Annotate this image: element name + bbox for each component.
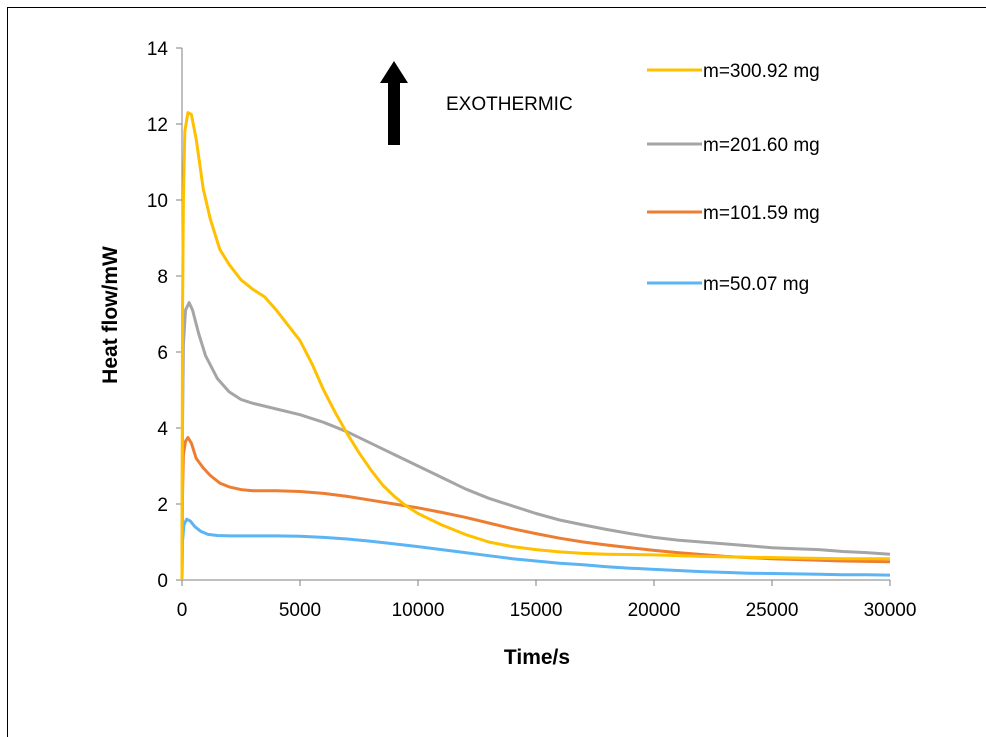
exothermic-label: EXOTHERMIC [446, 94, 573, 115]
y-axis-title: Heat flow/mW [99, 246, 122, 384]
legend-label: m=201.60 mg [703, 135, 820, 156]
series-line [180, 301, 891, 581]
y-tick-label: 12 [147, 115, 168, 136]
y-tick-group: 0 2 4 6 8 10 12 14 [147, 39, 182, 592]
y-tick-label: 4 [157, 419, 168, 440]
x-tick-group: 0 5000 10000 15000 20000 25000 30000 [177, 580, 917, 621]
x-tick-label: 15000 [510, 600, 563, 621]
exothermic-annotation: EXOTHERMIC [380, 61, 573, 145]
x-tick-label: 20000 [628, 600, 681, 621]
x-axis-title: Time/s [504, 646, 570, 669]
chart-frame [7, 7, 986, 737]
y-tick-label: 2 [157, 495, 168, 516]
x-tick-label: 10000 [392, 600, 445, 621]
legend-label: m=300.92 mg [703, 61, 820, 82]
series-line [180, 111, 890, 581]
series-group [180, 111, 891, 581]
legend-label: m=50.07 mg [703, 274, 809, 295]
x-tick-label: 0 [177, 600, 188, 621]
x-tick-label: 25000 [746, 600, 799, 621]
y-tick-label: 6 [157, 343, 168, 364]
legend-label: m=101.59 mg [703, 203, 820, 224]
y-tick-label: 10 [147, 191, 168, 212]
y-tick-label: 8 [157, 267, 168, 288]
plot-area: 0 2 4 6 8 10 12 14 0 5000 10000 15000 20000 25000 300… [147, 39, 917, 621]
series-line [180, 517, 891, 581]
x-tick-label: 30000 [864, 600, 917, 621]
legend: m=300.92 mg m=201.60 mg m=101.59 mg m=50.07… [647, 61, 820, 295]
y-tick-label: 0 [157, 571, 168, 592]
x-tick-label: 5000 [279, 600, 321, 621]
up-arrow-icon [380, 61, 408, 145]
y-tick-label: 14 [147, 39, 169, 60]
